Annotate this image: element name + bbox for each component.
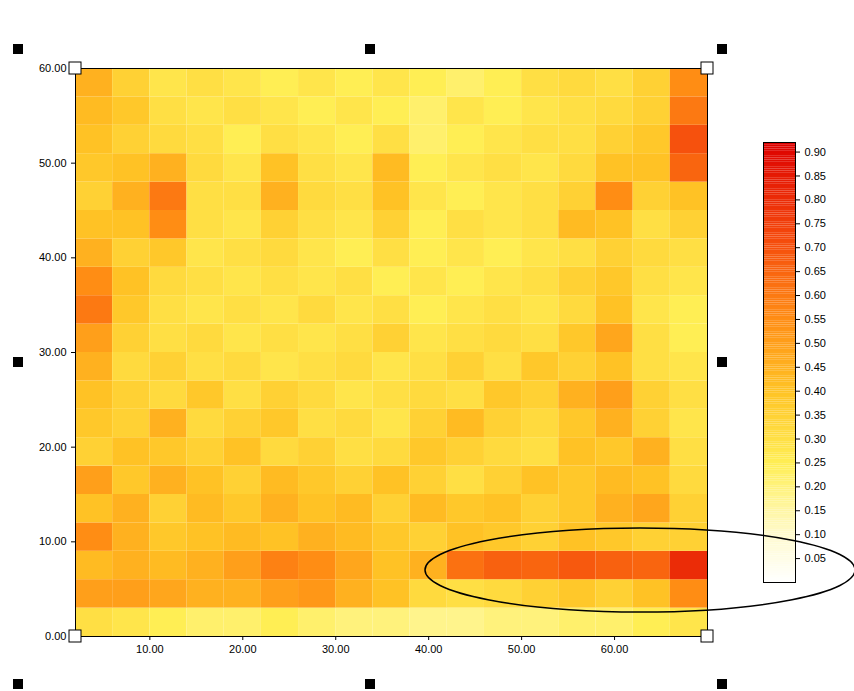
svg-text:0.10: 0.10 [805,528,826,540]
svg-text:0.20: 0.20 [805,480,826,492]
svg-text:30.00: 30.00 [322,643,350,655]
svg-text:0.05: 0.05 [805,552,826,564]
svg-text:40.00: 40.00 [39,251,67,263]
svg-text:0.50: 0.50 [805,337,826,349]
svg-text:60.00: 60.00 [601,643,629,655]
svg-text:0.90: 0.90 [805,146,826,158]
svg-text:60.00: 60.00 [39,62,67,74]
svg-text:20.00: 20.00 [39,441,67,453]
svg-text:0.80: 0.80 [805,193,826,205]
svg-text:10.00: 10.00 [39,535,67,547]
svg-text:0.60: 0.60 [805,289,826,301]
svg-text:10.00: 10.00 [136,643,164,655]
svg-text:0.15: 0.15 [805,504,826,516]
svg-text:0.45: 0.45 [805,361,826,373]
svg-text:50.00: 50.00 [39,157,67,169]
svg-text:0.55: 0.55 [805,313,826,325]
svg-text:0.35: 0.35 [805,409,826,421]
svg-text:0.25: 0.25 [805,456,826,468]
svg-text:40.00: 40.00 [415,643,443,655]
svg-text:0.65: 0.65 [805,265,826,277]
svg-text:50.00: 50.00 [508,643,536,655]
svg-text:0.70: 0.70 [805,241,826,253]
svg-text:0.85: 0.85 [805,169,826,181]
svg-text:0.40: 0.40 [805,385,826,397]
svg-text:0.75: 0.75 [805,217,826,229]
svg-text:30.00: 30.00 [39,346,67,358]
svg-text:0.00: 0.00 [45,630,66,642]
svg-text:0.30: 0.30 [805,433,826,445]
svg-text:20.00: 20.00 [229,643,257,655]
